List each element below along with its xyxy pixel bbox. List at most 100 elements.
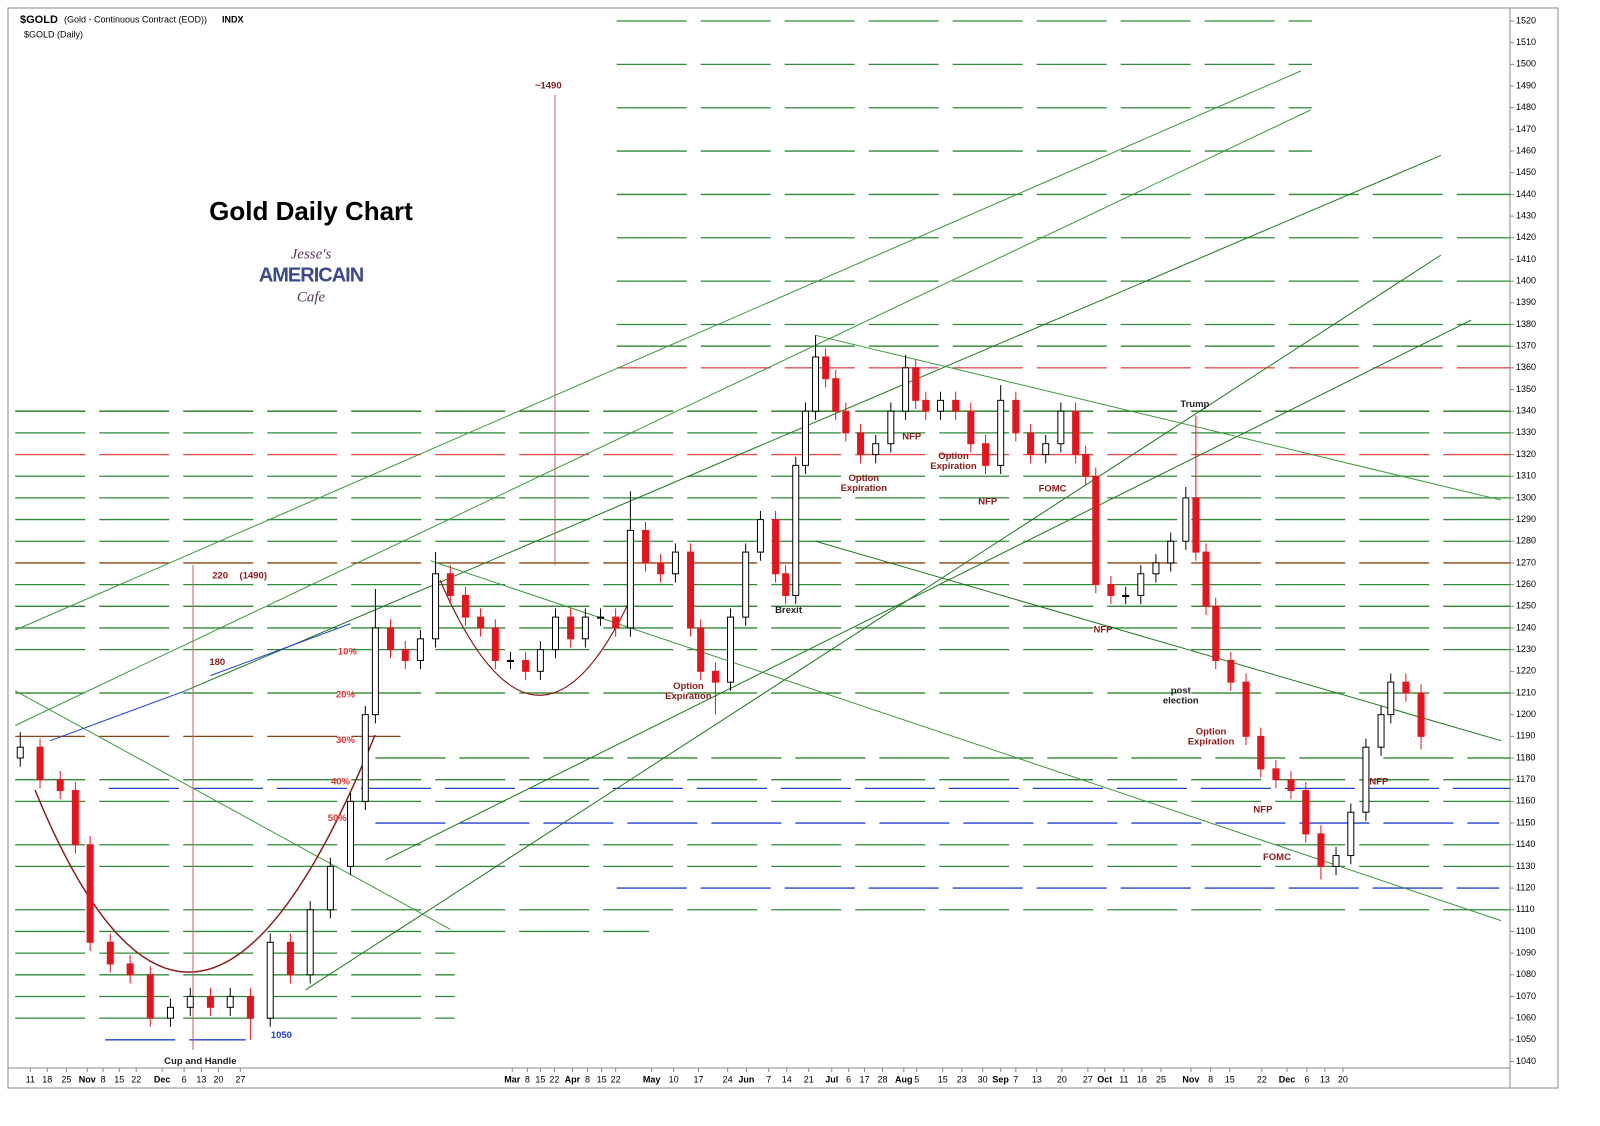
candle-body	[1202, 551, 1210, 607]
candle-body	[872, 443, 880, 456]
candle-body	[71, 790, 79, 846]
x-tick-label: 22	[611, 1074, 621, 1084]
candle-body	[401, 649, 409, 661]
candle-body	[306, 909, 314, 976]
x-tick-label: 13	[1032, 1074, 1042, 1084]
y-tick-label: 1070	[1516, 991, 1536, 1001]
trend-line	[815, 540, 1502, 742]
candle-body	[477, 616, 485, 629]
x-tick-label: 20	[1057, 1074, 1067, 1084]
candle-body	[581, 616, 589, 640]
y-tick-label: 1490	[1516, 80, 1536, 90]
y-tick-label: 1210	[1516, 687, 1536, 697]
candle-body	[832, 378, 840, 412]
candle-body	[1257, 735, 1265, 770]
x-tick-label: Dec	[154, 1074, 171, 1084]
x-tick-label: 18	[42, 1074, 52, 1084]
y-tick-label: 1200	[1516, 709, 1536, 719]
candle-body	[1317, 833, 1325, 867]
x-tick-label: Jun	[738, 1074, 754, 1084]
annotation: NFP	[902, 432, 922, 443]
x-tick-label: 7	[766, 1074, 771, 1084]
candle-body	[371, 627, 379, 716]
y-tick-label: 1510	[1516, 37, 1536, 47]
trend-line	[385, 319, 1472, 861]
x-tick-label: 20	[213, 1074, 223, 1084]
x-tick-label: 11	[1119, 1074, 1128, 1084]
x-tick-label: 15	[938, 1074, 948, 1084]
x-tick-label: 25	[61, 1074, 71, 1084]
candle-body	[186, 995, 194, 1008]
x-tick-label: 6	[1304, 1074, 1309, 1084]
candle-body	[756, 519, 764, 553]
y-tick-label: 1110	[1516, 904, 1535, 914]
candle-body	[246, 995, 254, 1019]
y-tick-label: 1320	[1516, 449, 1536, 459]
x-tick-label: 11	[26, 1074, 35, 1084]
annotation: 50%	[328, 813, 348, 824]
x-tick-label: 15	[114, 1074, 124, 1084]
y-tick-label: 1420	[1516, 232, 1536, 242]
cup-curve	[34, 734, 376, 973]
x-tick-label: May	[643, 1074, 661, 1084]
candle-body	[1057, 410, 1065, 445]
y-tick-label: 1270	[1516, 557, 1536, 567]
y-tick-label: 1180	[1516, 752, 1535, 762]
annotation: NFP	[1369, 776, 1389, 787]
y-tick-label: 1080	[1516, 969, 1536, 979]
candle-body	[506, 659, 514, 662]
candle-body	[597, 616, 605, 619]
y-tick-label: 1120	[1516, 882, 1535, 892]
x-tick-label: 17	[860, 1074, 870, 1084]
candle-body	[146, 974, 154, 1019]
candle-body	[982, 443, 990, 466]
y-tick-label: 1440	[1516, 189, 1536, 199]
trend-line	[305, 254, 1442, 991]
x-tick-label: Jul	[825, 1074, 838, 1084]
y-tick-label: 1520	[1516, 15, 1536, 25]
x-tick-label: 24	[723, 1074, 733, 1084]
candle-body	[551, 616, 559, 651]
candle-layer	[16, 335, 1425, 1040]
candle-body	[902, 367, 910, 412]
candle-body	[491, 627, 499, 661]
y-tick-label: 1400	[1516, 276, 1536, 286]
annotation: NFP	[1253, 805, 1273, 816]
candle-body	[1332, 855, 1340, 867]
x-tick-label: 22	[1257, 1074, 1267, 1084]
candle-body	[206, 995, 214, 1008]
x-tick-label: 8	[1208, 1074, 1213, 1084]
y-tick-label: 1140	[1516, 839, 1535, 849]
y-tick-label: 1470	[1516, 124, 1536, 134]
candle-body	[1122, 594, 1130, 597]
x-tick-label: 23	[957, 1074, 967, 1084]
y-tick-label: 1500	[1516, 59, 1536, 69]
candle-body	[642, 529, 650, 564]
candle-body	[711, 670, 719, 683]
candle-body	[286, 941, 294, 976]
logo-line: Cafe	[297, 289, 326, 305]
y-tick-label: 1280	[1516, 536, 1536, 546]
logo-line: AMERICAIN	[259, 264, 364, 286]
candle-body	[612, 616, 620, 629]
candle-body	[1212, 605, 1220, 661]
candle-body	[952, 399, 960, 412]
x-tick-label: 13	[1320, 1074, 1330, 1084]
candle-body	[226, 995, 234, 1008]
candle-body	[1092, 475, 1100, 586]
y-tick-label: 1130	[1516, 861, 1535, 871]
annotation: 220	[212, 570, 228, 581]
trend-line	[210, 623, 351, 677]
candle-body	[166, 1006, 174, 1019]
x-tick-label: 27	[235, 1074, 245, 1084]
y-tick-label: 1240	[1516, 622, 1536, 632]
x-tick-label: 27	[1083, 1074, 1093, 1084]
x-tick-label: 8	[525, 1074, 530, 1084]
x-tick-label: 13	[196, 1074, 206, 1084]
y-tick-label: 1290	[1516, 514, 1536, 524]
candle-body	[1227, 659, 1235, 683]
x-tick-label: 15	[1225, 1074, 1235, 1084]
candle-body	[1272, 768, 1280, 781]
trend-line	[14, 690, 451, 930]
candle-body	[361, 714, 369, 802]
